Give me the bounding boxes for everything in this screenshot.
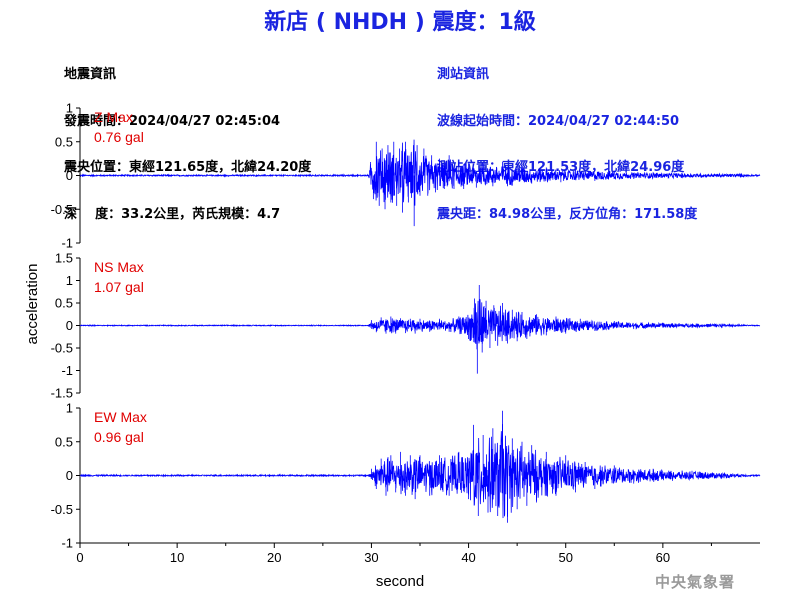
agency-watermark: 中央氣象署 [655, 573, 736, 591]
y-tick-label: -1.5 [51, 386, 73, 401]
y-tick-label: 0 [66, 318, 73, 333]
station-info-heading: 測站資訊 [437, 67, 490, 82]
y-tick-label: -0.5 [51, 341, 73, 356]
y-tick-label: 0.5 [55, 296, 73, 311]
x-tick-label: 20 [267, 550, 281, 565]
y-tick-label: 1 [66, 101, 73, 116]
max-label-ew: EW Max [94, 409, 147, 425]
epicenter-location: 震央位置：東經121.65度，北緯24.20度 [64, 160, 312, 175]
y-axis-label: acceleration [24, 264, 41, 345]
x-tick-label: 10 [170, 550, 184, 565]
max-label-z: Z Max [94, 109, 133, 125]
y-tick-label: -0.5 [51, 202, 73, 217]
y-tick-label: 1.5 [55, 251, 73, 266]
chart-title: 新店 ( NHDH ) 震度：1級 [264, 10, 536, 35]
x-tick-label: 60 [656, 550, 670, 565]
y-tick-label: 1 [66, 401, 73, 416]
x-tick-label: 40 [461, 550, 475, 565]
max-value-ew: 0.96 gal [94, 429, 144, 445]
x-tick-label: 30 [364, 550, 378, 565]
y-tick-label: 0 [66, 168, 73, 183]
y-tick-label: -1 [61, 363, 73, 378]
origin-time: 發震時間：2024/04/27 02:45:04 [64, 113, 281, 129]
depth-magnitude: 深 度：33.2公里，芮氏規模：4.7 [64, 206, 281, 222]
y-tick-label: 1 [66, 273, 73, 288]
waveform-trace-z [79, 139, 761, 206]
y-tick-label: -1 [61, 236, 73, 251]
max-value-z: 0.76 gal [94, 129, 144, 145]
earthquake-info-heading: 地震資訊 [64, 67, 117, 82]
epicentral-distance: 震央距：84.98公里，反方位角：171.58度 [437, 206, 698, 222]
y-tick-label: 0 [66, 468, 73, 483]
max-value-ns: 1.07 gal [94, 279, 144, 295]
wave-start-time: 波線起始時間：2024/04/27 02:44:50 [437, 113, 680, 129]
y-tick-label: 0.5 [55, 434, 73, 449]
station-info: 測站資訊 波線起始時間：2024/04/27 02:44:50 測站位置：東經1… [437, 36, 697, 238]
x-axis-label: second [376, 573, 424, 590]
y-tick-label: 0.5 [55, 134, 73, 149]
y-tick-label: -1 [61, 536, 73, 551]
x-tick-label: 50 [558, 550, 572, 565]
waveform-trace-ns [79, 299, 761, 350]
earthquake-info: 地震資訊 發震時間：2024/04/27 02:45:04 震央位置：東經121… [64, 36, 311, 238]
y-tick-label: -0.5 [51, 502, 73, 517]
max-label-ns: NS Max [94, 259, 144, 275]
x-tick-label: 0 [76, 550, 83, 565]
